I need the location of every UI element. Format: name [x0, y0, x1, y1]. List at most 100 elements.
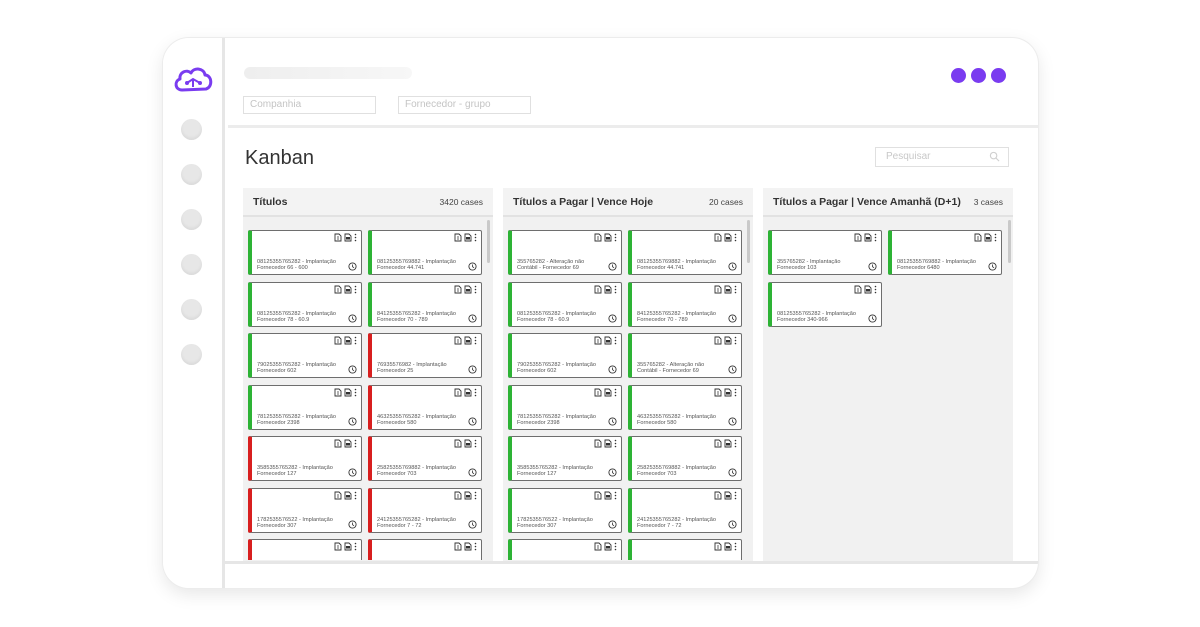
attachment-icon[interactable]	[854, 233, 862, 242]
attachment-icon[interactable]	[714, 439, 722, 448]
document-icon[interactable]	[464, 336, 472, 345]
more-options-icon[interactable]	[354, 542, 357, 551]
attachment-icon[interactable]	[594, 439, 602, 448]
more-options-icon[interactable]	[614, 233, 617, 242]
document-icon[interactable]	[724, 439, 732, 448]
kanban-card[interactable]: 84125355765282 - Implantação Fornecedor 7…	[628, 281, 742, 327]
attachment-icon[interactable]	[594, 491, 602, 500]
document-icon[interactable]	[344, 336, 352, 345]
kanban-card[interactable]: 08125355769882 - Implantação Fornecedor 4…	[368, 230, 482, 275]
more-options-icon[interactable]	[614, 336, 617, 345]
attachment-icon[interactable]	[454, 233, 462, 242]
kanban-card[interactable]: 46325355765282 - Implantação Fornecedor 5…	[628, 384, 742, 430]
more-options-icon[interactable]	[474, 491, 477, 500]
attachment-icon[interactable]	[334, 336, 342, 345]
kanban-card[interactable]: 79025355765282 - Implantação Fornecedor 6…	[508, 333, 622, 378]
document-icon[interactable]	[464, 491, 472, 500]
more-options-icon[interactable]	[734, 285, 737, 294]
sidebar-nav-item-4[interactable]	[181, 254, 202, 275]
document-icon[interactable]	[604, 439, 612, 448]
more-options-icon[interactable]	[874, 233, 877, 242]
attachment-icon[interactable]	[334, 285, 342, 294]
more-options-icon[interactable]	[474, 285, 477, 294]
attachment-icon[interactable]	[714, 285, 722, 294]
kanban-card[interactable]	[368, 539, 482, 560]
kanban-card[interactable]	[508, 539, 622, 560]
window-control-dot-3[interactable]	[991, 68, 1006, 83]
attachment-icon[interactable]	[454, 491, 462, 500]
company-filter[interactable]: Companhia	[243, 96, 376, 114]
document-icon[interactable]	[724, 336, 732, 345]
kanban-card[interactable]: 355765282 - Alteração não Contábil - Forn…	[508, 230, 622, 275]
kanban-card[interactable]: 355765282 - Implantação Fornecedor 103	[768, 230, 882, 275]
more-options-icon[interactable]	[614, 491, 617, 500]
more-options-icon[interactable]	[734, 336, 737, 345]
document-icon[interactable]	[604, 336, 612, 345]
kanban-card[interactable]: 76935576982 - Implantação Fornecedor 25	[368, 333, 482, 378]
document-icon[interactable]	[604, 285, 612, 294]
attachment-icon[interactable]	[334, 388, 342, 397]
document-icon[interactable]	[344, 439, 352, 448]
more-options-icon[interactable]	[474, 336, 477, 345]
document-icon[interactable]	[864, 285, 872, 294]
more-options-icon[interactable]	[734, 439, 737, 448]
more-options-icon[interactable]	[734, 388, 737, 397]
sidebar-nav-item-6[interactable]	[181, 344, 202, 365]
kanban-card[interactable]: 1782535576522 - Implantação Fornecedor 30…	[248, 487, 362, 533]
kanban-card[interactable]: 25825355769882 - Implantação Fornecedor 7…	[368, 436, 482, 481]
document-icon[interactable]	[984, 233, 992, 242]
attachment-icon[interactable]	[334, 542, 342, 551]
attachment-icon[interactable]	[714, 491, 722, 500]
document-icon[interactable]	[604, 233, 612, 242]
kanban-card[interactable]: 3585355765282 - Implantação Fornecedor 12…	[248, 436, 362, 481]
more-options-icon[interactable]	[354, 439, 357, 448]
document-icon[interactable]	[464, 233, 472, 242]
attachment-icon[interactable]	[334, 233, 342, 242]
document-icon[interactable]	[724, 285, 732, 294]
kanban-card[interactable]	[628, 539, 742, 560]
attachment-icon[interactable]	[854, 285, 862, 294]
sidebar-nav-item-5[interactable]	[181, 299, 202, 320]
more-options-icon[interactable]	[354, 388, 357, 397]
kanban-card[interactable]: 08125355765282 - Implantação Fornecedor 7…	[248, 281, 362, 327]
more-options-icon[interactable]	[354, 491, 357, 500]
search-input[interactable]: Pesquisar	[875, 147, 1009, 167]
more-options-icon[interactable]	[874, 285, 877, 294]
more-options-icon[interactable]	[614, 388, 617, 397]
more-options-icon[interactable]	[734, 542, 737, 551]
more-options-icon[interactable]	[614, 542, 617, 551]
attachment-icon[interactable]	[594, 233, 602, 242]
document-icon[interactable]	[724, 233, 732, 242]
attachment-icon[interactable]	[454, 439, 462, 448]
kanban-card[interactable]: 79025355765282 - Implantação Fornecedor 6…	[248, 333, 362, 378]
document-icon[interactable]	[464, 388, 472, 397]
more-options-icon[interactable]	[614, 439, 617, 448]
attachment-icon[interactable]	[454, 542, 462, 551]
attachment-icon[interactable]	[714, 336, 722, 345]
kanban-card[interactable]: 78125355765282 - Implantação Fornecedor 2…	[248, 384, 362, 430]
document-icon[interactable]	[464, 542, 472, 551]
kanban-card[interactable]: 24125355765282 - Implantação Fornecedor 7…	[628, 487, 742, 533]
more-options-icon[interactable]	[354, 285, 357, 294]
kanban-card[interactable]: 24125355765282 - Implantação Fornecedor 7…	[368, 487, 482, 533]
window-control-dot-1[interactable]	[951, 68, 966, 83]
document-icon[interactable]	[344, 233, 352, 242]
kanban-card[interactable]: 08125355765282 - Implantação Fornecedor 7…	[508, 281, 622, 327]
attachment-icon[interactable]	[334, 439, 342, 448]
kanban-card[interactable]: 08125355765282 - Implantação Fornecedor 3…	[768, 281, 882, 327]
window-control-dot-2[interactable]	[971, 68, 986, 83]
kanban-card[interactable]: 25825355769882 - Implantação Fornecedor 7…	[628, 436, 742, 481]
document-icon[interactable]	[864, 233, 872, 242]
sidebar-nav-item-3[interactable]	[181, 209, 202, 230]
kanban-card[interactable]: 08125355769882 - Implantação Fornecedor 4…	[628, 230, 742, 275]
sidebar-nav-item-2[interactable]	[181, 164, 202, 185]
document-icon[interactable]	[344, 491, 352, 500]
attachment-icon[interactable]	[454, 336, 462, 345]
column-scrollbar[interactable]	[487, 220, 490, 263]
attachment-icon[interactable]	[454, 388, 462, 397]
document-icon[interactable]	[464, 439, 472, 448]
kanban-card[interactable]: 46325355765282 - Implantação Fornecedor 5…	[368, 384, 482, 430]
kanban-card[interactable]: 08125355769882 - Implantação Fornecedor 6…	[888, 230, 1002, 275]
document-icon[interactable]	[724, 491, 732, 500]
attachment-icon[interactable]	[594, 285, 602, 294]
